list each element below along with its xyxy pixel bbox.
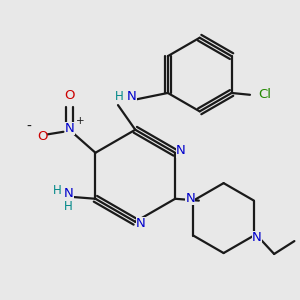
Text: -: - [27, 120, 32, 134]
Text: +: + [76, 116, 85, 127]
Text: N: N [176, 144, 185, 158]
Text: N: N [65, 122, 74, 135]
Text: O: O [64, 89, 75, 102]
Text: H: H [115, 91, 124, 103]
Text: H: H [64, 200, 73, 213]
Text: N: N [64, 187, 74, 200]
Text: N: N [127, 91, 136, 103]
Text: O: O [37, 130, 47, 143]
Text: N: N [252, 231, 262, 244]
Text: N: N [136, 217, 146, 230]
Text: H: H [53, 184, 62, 197]
Text: Cl: Cl [258, 88, 271, 101]
Text: N: N [185, 192, 195, 205]
